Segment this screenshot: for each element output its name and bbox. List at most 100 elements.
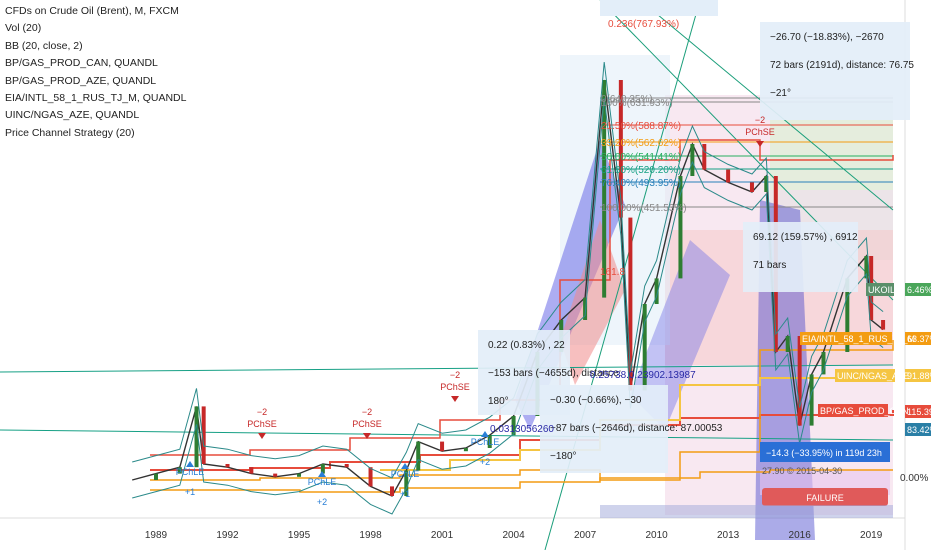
legend-gas-can[interactable]: BP/GAS_PROD_CAN, QUANDL <box>5 57 158 70</box>
price-candle <box>702 144 707 170</box>
series-tag-bg <box>905 332 931 345</box>
price-candle <box>225 464 230 468</box>
series-tag-label: 115.39% <box>907 407 932 417</box>
measure-box-1-line: 72 bars (2191d), distance: 76.75 <box>770 60 914 71</box>
fib-level-label: 100.00%(451.53%) <box>601 203 687 214</box>
x-tick-label: 2001 <box>431 530 454 541</box>
price-candle <box>201 406 206 464</box>
x-tick-label: 2013 <box>717 530 740 541</box>
price-candle <box>809 374 814 426</box>
signal-label: PChLE <box>471 437 500 447</box>
signal-qty: +2 <box>480 457 490 467</box>
measure-box-3-line: −153 bars (−4655d), distance: <box>488 368 621 379</box>
measure-box-1-bg <box>760 22 910 120</box>
measure-box-1-line: −26.70 (−18.83%), −2670 <box>770 32 884 43</box>
signal-arrow <box>401 463 409 469</box>
x-tick-label: 2016 <box>789 530 812 541</box>
x-tick-label: 1989 <box>145 530 168 541</box>
signal-arrow <box>363 433 371 439</box>
measure-box-3-line: 0.22 (0.83%) , 22 <box>488 340 565 351</box>
measure-box-4-line: −87 bars (−2646d), distance: 87.00053 <box>550 423 723 434</box>
price-candle <box>821 352 826 375</box>
legend-vol[interactable]: Vol (20) <box>5 22 42 35</box>
signal-qty: −2 <box>362 407 372 417</box>
series-tag-label: UKOIL <box>868 285 895 295</box>
series-tag-label: 83.42% <box>907 425 932 435</box>
line-gas-prod-aze <box>150 469 893 493</box>
fib-level-label: 0(640.35%) <box>601 94 653 105</box>
legend-title[interactable]: CFDs on Crude Oil (Brent), M, FXCM <box>5 5 179 17</box>
price-candle <box>864 256 869 279</box>
signal-arrow <box>451 396 459 402</box>
price-candle <box>797 336 802 426</box>
price-candle <box>678 176 683 279</box>
series-tag-label: UINC/NGAS_AZE <box>837 371 910 381</box>
series-tag-label: 91.88% <box>907 371 932 381</box>
price-candle <box>440 441 445 452</box>
legend-price-channel[interactable]: Price Channel Strategy (20) <box>5 126 135 139</box>
series-tag-label: 6.46% <box>907 285 932 295</box>
price-candle <box>845 278 850 352</box>
signal-label: PChLE <box>391 469 420 479</box>
legend-gas-aze[interactable]: BP/GAS_PROD_AZE, QUANDL <box>5 74 157 87</box>
signal-qty: −2 <box>450 370 460 380</box>
fib-top-box <box>600 0 718 16</box>
series-tag-bg <box>800 332 892 345</box>
price-candle <box>511 416 516 436</box>
price-candle <box>583 297 588 320</box>
measure-box-3-line: 180° <box>488 396 509 407</box>
signal-arrow <box>756 141 764 147</box>
fib-level-label: 100%(631.93%) <box>601 98 673 109</box>
signal-qty: −2 <box>755 115 765 125</box>
price-candle <box>249 467 254 474</box>
measure-box-4-line: −180° <box>550 451 577 462</box>
signal-label: PChSE <box>352 419 382 429</box>
price-candle <box>749 182 754 192</box>
price-candle <box>726 169 731 183</box>
fib-level-label: 50.00%(541.41%) <box>601 152 681 163</box>
series-tag-bg <box>905 283 931 296</box>
chart-legend: CFDs on Crude Oil (Brent), M, FXCM Vol (… <box>5 3 186 142</box>
signal-arrow <box>186 461 194 467</box>
bb-upper <box>132 61 884 479</box>
x-tick-label: 1998 <box>359 530 382 541</box>
signal-arrow <box>318 471 326 477</box>
overlap-label-1: 0.25738.0.23902.13987 <box>590 370 696 381</box>
measure-box-2-line: 69.12 (159.57%) , 6912 <box>753 232 858 243</box>
series-tag-bg <box>818 404 888 417</box>
price-candle <box>194 406 199 468</box>
fib-level-label: 76.40%(493.95%) <box>601 178 681 189</box>
measure-box-4-bg <box>540 385 668 473</box>
price-candle <box>273 473 278 477</box>
price-candle <box>628 217 633 391</box>
volume-band <box>600 505 893 518</box>
price-candle <box>177 467 182 474</box>
series-tag-bg <box>866 283 894 296</box>
failure-badge-label: FAILURE <box>806 493 844 503</box>
x-tick-label: 1992 <box>216 530 239 541</box>
x-tick-label: 2010 <box>645 530 668 541</box>
y-tick-label: 0.00% <box>900 473 928 484</box>
legend-rus[interactable]: EIA/INTL_58_1_RUS_TJ_M, QUANDL <box>5 92 187 105</box>
legend-bb[interactable]: BB (20, close, 2) <box>5 39 83 52</box>
failure-badge-bg <box>762 488 888 506</box>
legend-ngas-aze[interactable]: UINC/NGAS_AZE, QUANDL <box>5 109 140 122</box>
series-tag-label: BP/GAS_PROD_CAN <box>820 406 909 416</box>
price-candle <box>654 278 659 304</box>
signal-qty: +2 <box>317 497 327 507</box>
x-tick-label: 2004 <box>502 530 525 541</box>
trade-result-bg <box>760 442 890 462</box>
trend-line-teal <box>0 364 894 373</box>
series-tag-label: EIA/INTL_58_1_RUS_TJ_M <box>802 334 915 344</box>
price-candle <box>881 320 886 330</box>
series-tag-label: 63.37% <box>907 334 932 344</box>
price-candle <box>785 336 790 352</box>
channel-blue-2 <box>630 240 730 430</box>
price-candle <box>404 470 409 496</box>
x-tick-label: 1995 <box>288 530 311 541</box>
trade-result-sub: 27.90 © 2015-04-30 <box>762 466 842 476</box>
price-candle <box>389 486 394 496</box>
bb-lower <box>132 97 884 515</box>
signal-qty: −2 <box>257 407 267 417</box>
